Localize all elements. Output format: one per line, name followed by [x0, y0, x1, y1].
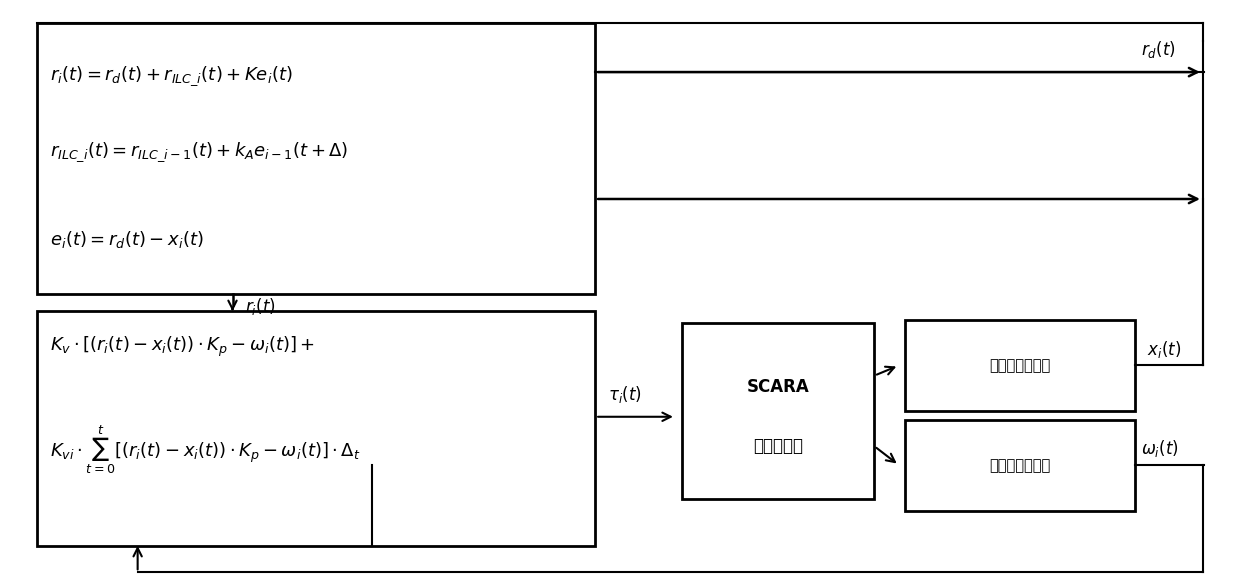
Text: 关节位置传感器: 关节位置传感器	[990, 358, 1050, 373]
Text: 关节速度传感器: 关节速度传感器	[990, 458, 1050, 473]
Text: $r_i(t)$: $r_i(t)$	[246, 296, 275, 318]
Text: 机器人本体: 机器人本体	[753, 437, 804, 455]
Text: $r_i(t)=r_d(t)+r_{ILC\_i}(t)+Ke_i(t)$: $r_i(t)=r_d(t)+r_{ILC\_i}(t)+Ke_i(t)$	[50, 65, 293, 88]
Text: $r_{ILC\_i}(t)=r_{ILC\_i-1}(t)+k_A e_{i-1}(t+\Delta)$: $r_{ILC\_i}(t)=r_{ILC\_i-1}(t)+k_A e_{i-…	[50, 141, 348, 164]
Text: $K_{vi} \cdot \sum_{t=0}^{t}[(r_i(t)-x_i(t)) \cdot K_p - \omega_i(t)] \cdot \Del: $K_{vi} \cdot \sum_{t=0}^{t}[(r_i(t)-x_i…	[50, 423, 361, 475]
Text: $K_v \cdot [(r_i(t)-x_i(t)) \cdot K_p - \omega_i(t)]+$: $K_v \cdot [(r_i(t)-x_i(t)) \cdot K_p - …	[50, 335, 315, 359]
Text: $r_d(t)$: $r_d(t)$	[1141, 39, 1176, 60]
FancyBboxPatch shape	[37, 23, 595, 294]
FancyBboxPatch shape	[905, 420, 1135, 511]
FancyBboxPatch shape	[905, 320, 1135, 411]
Text: $x_i(t)$: $x_i(t)$	[1147, 339, 1180, 359]
Text: $\tau_i(t)$: $\tau_i(t)$	[608, 384, 641, 405]
FancyBboxPatch shape	[37, 311, 595, 546]
Text: $\omega_i(t)$: $\omega_i(t)$	[1141, 438, 1178, 459]
Text: SCARA: SCARA	[746, 379, 810, 396]
Text: $e_i(t)=r_d(t)-x_i(t)$: $e_i(t)=r_d(t)-x_i(t)$	[50, 229, 203, 250]
FancyBboxPatch shape	[682, 323, 874, 499]
